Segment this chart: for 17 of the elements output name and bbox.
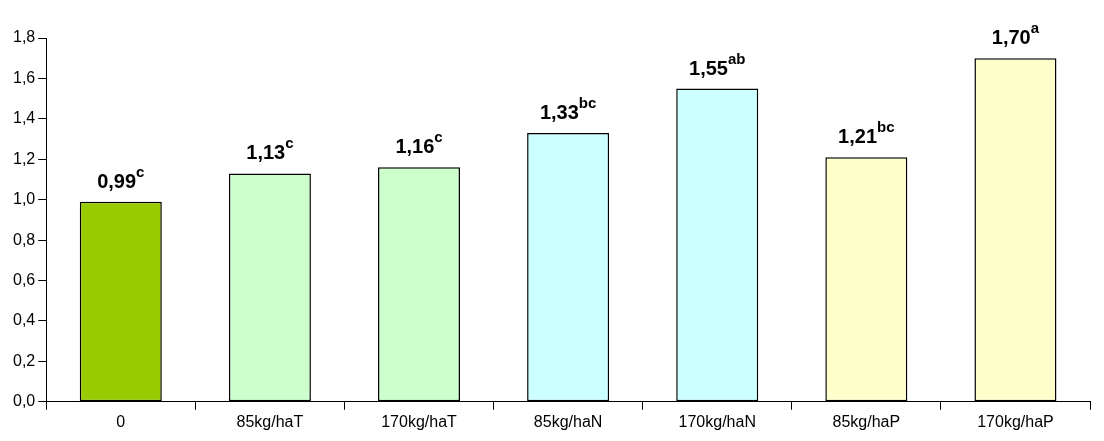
y-tick-label: 0,4 <box>12 311 36 329</box>
x-tick-label: 170kg/haT <box>381 412 458 430</box>
x-tick-label: 170kg/haP <box>977 412 1054 430</box>
x-tick-label: 0 <box>116 412 126 430</box>
y-tick-label: 1,8 <box>12 28 36 46</box>
y-tick-label: 1,0 <box>12 190 36 208</box>
x-tick-label: 85kg/haP <box>832 412 901 430</box>
x-tick-label: 85kg/haN <box>533 412 603 430</box>
x-tick-label: 170kg/haN <box>678 412 756 430</box>
y-tick-label: 0,0 <box>12 392 36 410</box>
y-tick-label: 1,2 <box>12 149 36 167</box>
y-tick-label: 0,8 <box>12 230 36 248</box>
y-tick-label: 1,6 <box>12 68 36 86</box>
y-tick-label: 1,4 <box>12 109 36 127</box>
y-tick-label: 0,2 <box>12 351 36 369</box>
x-tick-label: 85kg/haT <box>236 412 304 430</box>
y-tick-label: 0,6 <box>12 270 36 288</box>
